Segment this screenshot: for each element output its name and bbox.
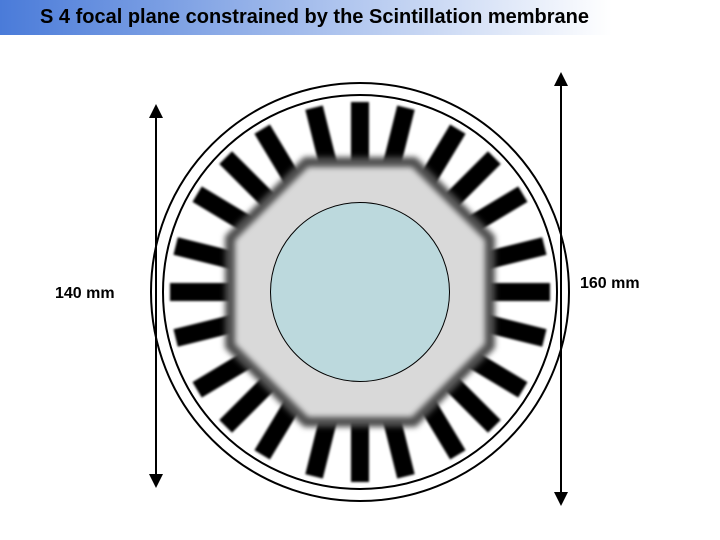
dim-label-140mm: 140 mm [55,285,115,303]
dim-label-160mm: 160 mm [580,275,640,293]
dim-arrow-right-head-bottom [554,492,568,506]
slide-title: S 4 focal plane constrained by the Scint… [40,6,589,28]
dim-arrow-left-head-bottom [149,474,163,488]
focal-plane-center-disk [270,202,450,382]
diagram-area: 140 mm 160 mm [0,60,720,500]
title-bar: S 4 focal plane constrained by the Scint… [0,0,720,35]
